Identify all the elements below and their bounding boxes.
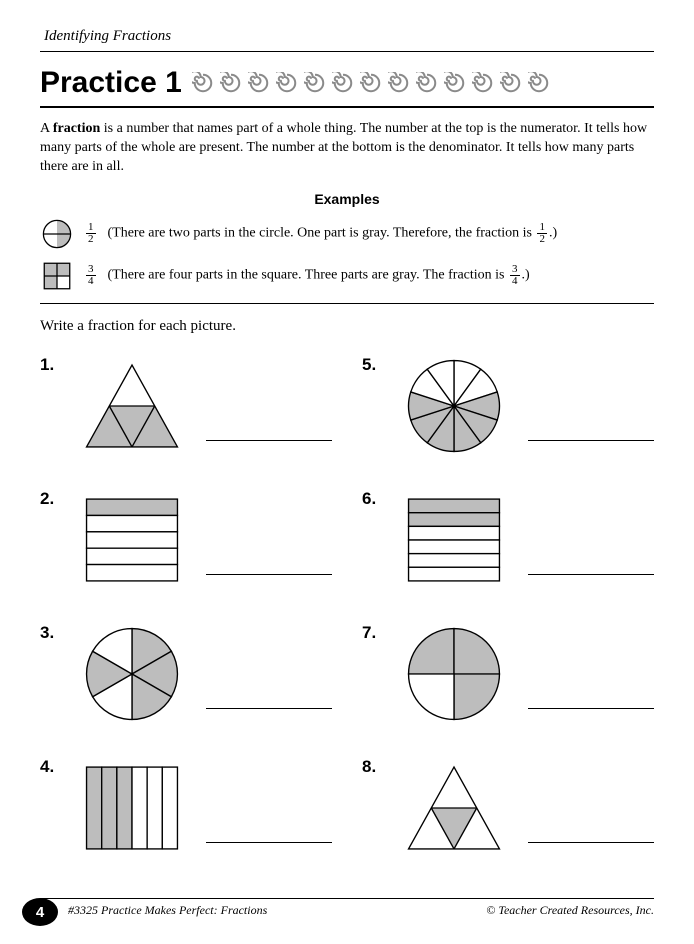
problem-item: 7. xyxy=(362,619,654,729)
footer-left: #3325 Practice Makes Perfect: Fractions xyxy=(40,903,267,918)
example-text: (There are two parts in the circle. One … xyxy=(108,222,558,245)
answer-blank[interactable] xyxy=(528,559,654,575)
problem-shape xyxy=(77,490,187,590)
fraction: 12 xyxy=(537,222,547,245)
practice-title: Practice 1 xyxy=(40,66,182,100)
example-square-icon xyxy=(40,259,74,293)
shape-holder xyxy=(72,485,192,595)
spiral-icon xyxy=(472,72,494,94)
instruction-text: Write a fraction for each picture. xyxy=(40,318,654,335)
example-text: (There are four parts in the square. Thr… xyxy=(108,264,530,287)
problem-item: 1. xyxy=(40,351,332,461)
shape-holder xyxy=(72,351,192,461)
problem-number: 7. xyxy=(362,619,388,643)
problem-number: 5. xyxy=(362,351,388,375)
spiral-icon xyxy=(360,72,382,94)
section-title: Identifying Fractions xyxy=(40,28,654,45)
problem-item: 3. xyxy=(40,619,332,729)
fraction: 34 xyxy=(86,264,96,287)
problem-shape xyxy=(399,624,509,724)
answer-blank[interactable] xyxy=(206,693,332,709)
problem-shape xyxy=(399,758,509,858)
problem-item: 6. xyxy=(362,485,654,595)
section-divider xyxy=(40,303,654,304)
answer-blank[interactable] xyxy=(206,559,332,575)
examples-heading: Examples xyxy=(40,191,654,207)
problem-shape xyxy=(77,624,187,724)
spiral-icon xyxy=(528,72,550,94)
fraction: 12 xyxy=(86,222,96,245)
problem-shape xyxy=(399,490,509,590)
problem-item: 2. xyxy=(40,485,332,595)
problem-number: 3. xyxy=(40,619,66,643)
problem-item: 5. xyxy=(362,351,654,461)
shape-holder xyxy=(394,619,514,729)
spiral-icon xyxy=(192,72,214,94)
problem-number: 4. xyxy=(40,753,66,777)
example-circle-icon xyxy=(40,217,74,251)
problem-item: 8. xyxy=(362,753,654,863)
problem-number: 8. xyxy=(362,753,388,777)
spiral-icon xyxy=(332,72,354,94)
problem-item: 4. xyxy=(40,753,332,863)
spiral-icon xyxy=(416,72,438,94)
spiral-decor-row xyxy=(192,72,654,94)
spiral-icon xyxy=(388,72,410,94)
problems-grid: 1. 5. 2. 6. 3. 7. 4. 8. xyxy=(40,351,654,863)
problem-shape xyxy=(77,356,187,456)
spiral-icon xyxy=(276,72,298,94)
examples-container: 12 (There are two parts in the circle. O… xyxy=(40,217,654,293)
practice-heading-row: Practice 1 xyxy=(40,66,654,108)
answer-blank[interactable] xyxy=(206,827,332,843)
spiral-icon xyxy=(444,72,466,94)
shape-holder xyxy=(394,351,514,461)
intro-paragraph: A fraction is a number that names part o… xyxy=(40,120,654,177)
footer: #3325 Practice Makes Perfect: Fractions … xyxy=(40,898,654,918)
shape-holder xyxy=(394,485,514,595)
shape-holder xyxy=(72,619,192,729)
problem-shape xyxy=(77,758,187,858)
answer-blank[interactable] xyxy=(528,425,654,441)
problem-number: 1. xyxy=(40,351,66,375)
header-rule xyxy=(40,51,654,52)
problem-number: 6. xyxy=(362,485,388,509)
example-row: 12 (There are two parts in the circle. O… xyxy=(40,217,654,251)
footer-right: © Teacher Created Resources, Inc. xyxy=(486,903,654,918)
spiral-icon xyxy=(500,72,522,94)
example-row: 34 (There are four parts in the square. … xyxy=(40,259,654,293)
answer-blank[interactable] xyxy=(528,693,654,709)
problem-shape xyxy=(399,356,509,456)
shape-holder xyxy=(72,753,192,863)
answer-blank[interactable] xyxy=(528,827,654,843)
shape-holder xyxy=(394,753,514,863)
problem-number: 2. xyxy=(40,485,66,509)
spiral-icon xyxy=(220,72,242,94)
spiral-icon xyxy=(248,72,270,94)
spiral-icon xyxy=(304,72,326,94)
fraction: 34 xyxy=(510,264,520,287)
answer-blank[interactable] xyxy=(206,425,332,441)
